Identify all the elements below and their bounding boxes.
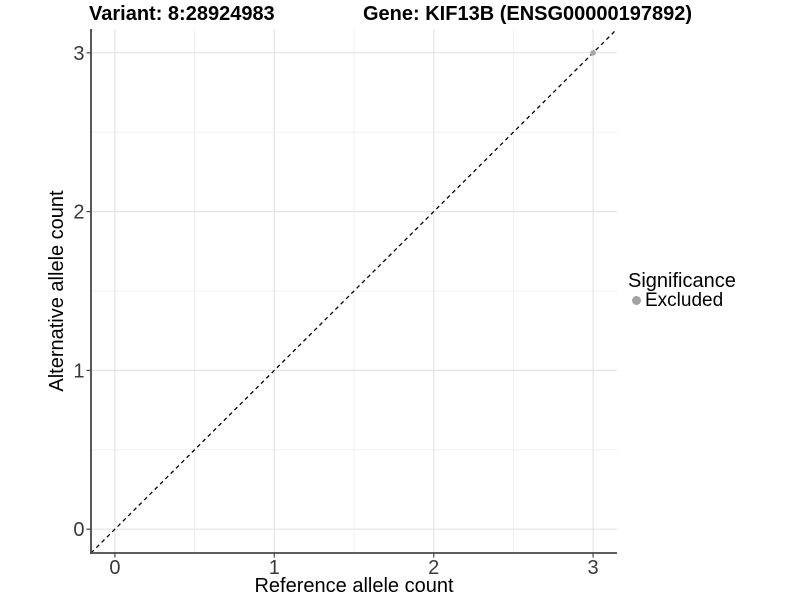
legend-item-label: Excluded xyxy=(645,290,724,311)
legend-point-icon xyxy=(632,296,641,305)
x-tick-label: 2 xyxy=(428,557,439,579)
gene-title: Gene: KIF13B (ENSG00000197892) xyxy=(363,3,693,25)
legend-item-excluded: Excluded xyxy=(628,291,736,310)
identity-line xyxy=(90,28,618,554)
data-point xyxy=(590,50,596,56)
y-tick-label: 3 xyxy=(73,43,84,65)
y-tick-label: 1 xyxy=(73,360,84,382)
y-axis-title: Alternative allele count xyxy=(46,190,68,392)
y-tick-label: 0 xyxy=(73,519,84,541)
legend: Significance Excluded xyxy=(628,270,736,310)
y-tick-label: 2 xyxy=(73,202,84,224)
legend-title: Significance xyxy=(628,270,736,292)
x-tick-label: 0 xyxy=(109,557,120,579)
x-axis-title: Reference allele count xyxy=(254,575,454,597)
x-tick-label: 1 xyxy=(269,557,280,579)
x-tick-label: 3 xyxy=(588,557,599,579)
variant-title: Variant: 8:28924983 xyxy=(89,3,275,25)
